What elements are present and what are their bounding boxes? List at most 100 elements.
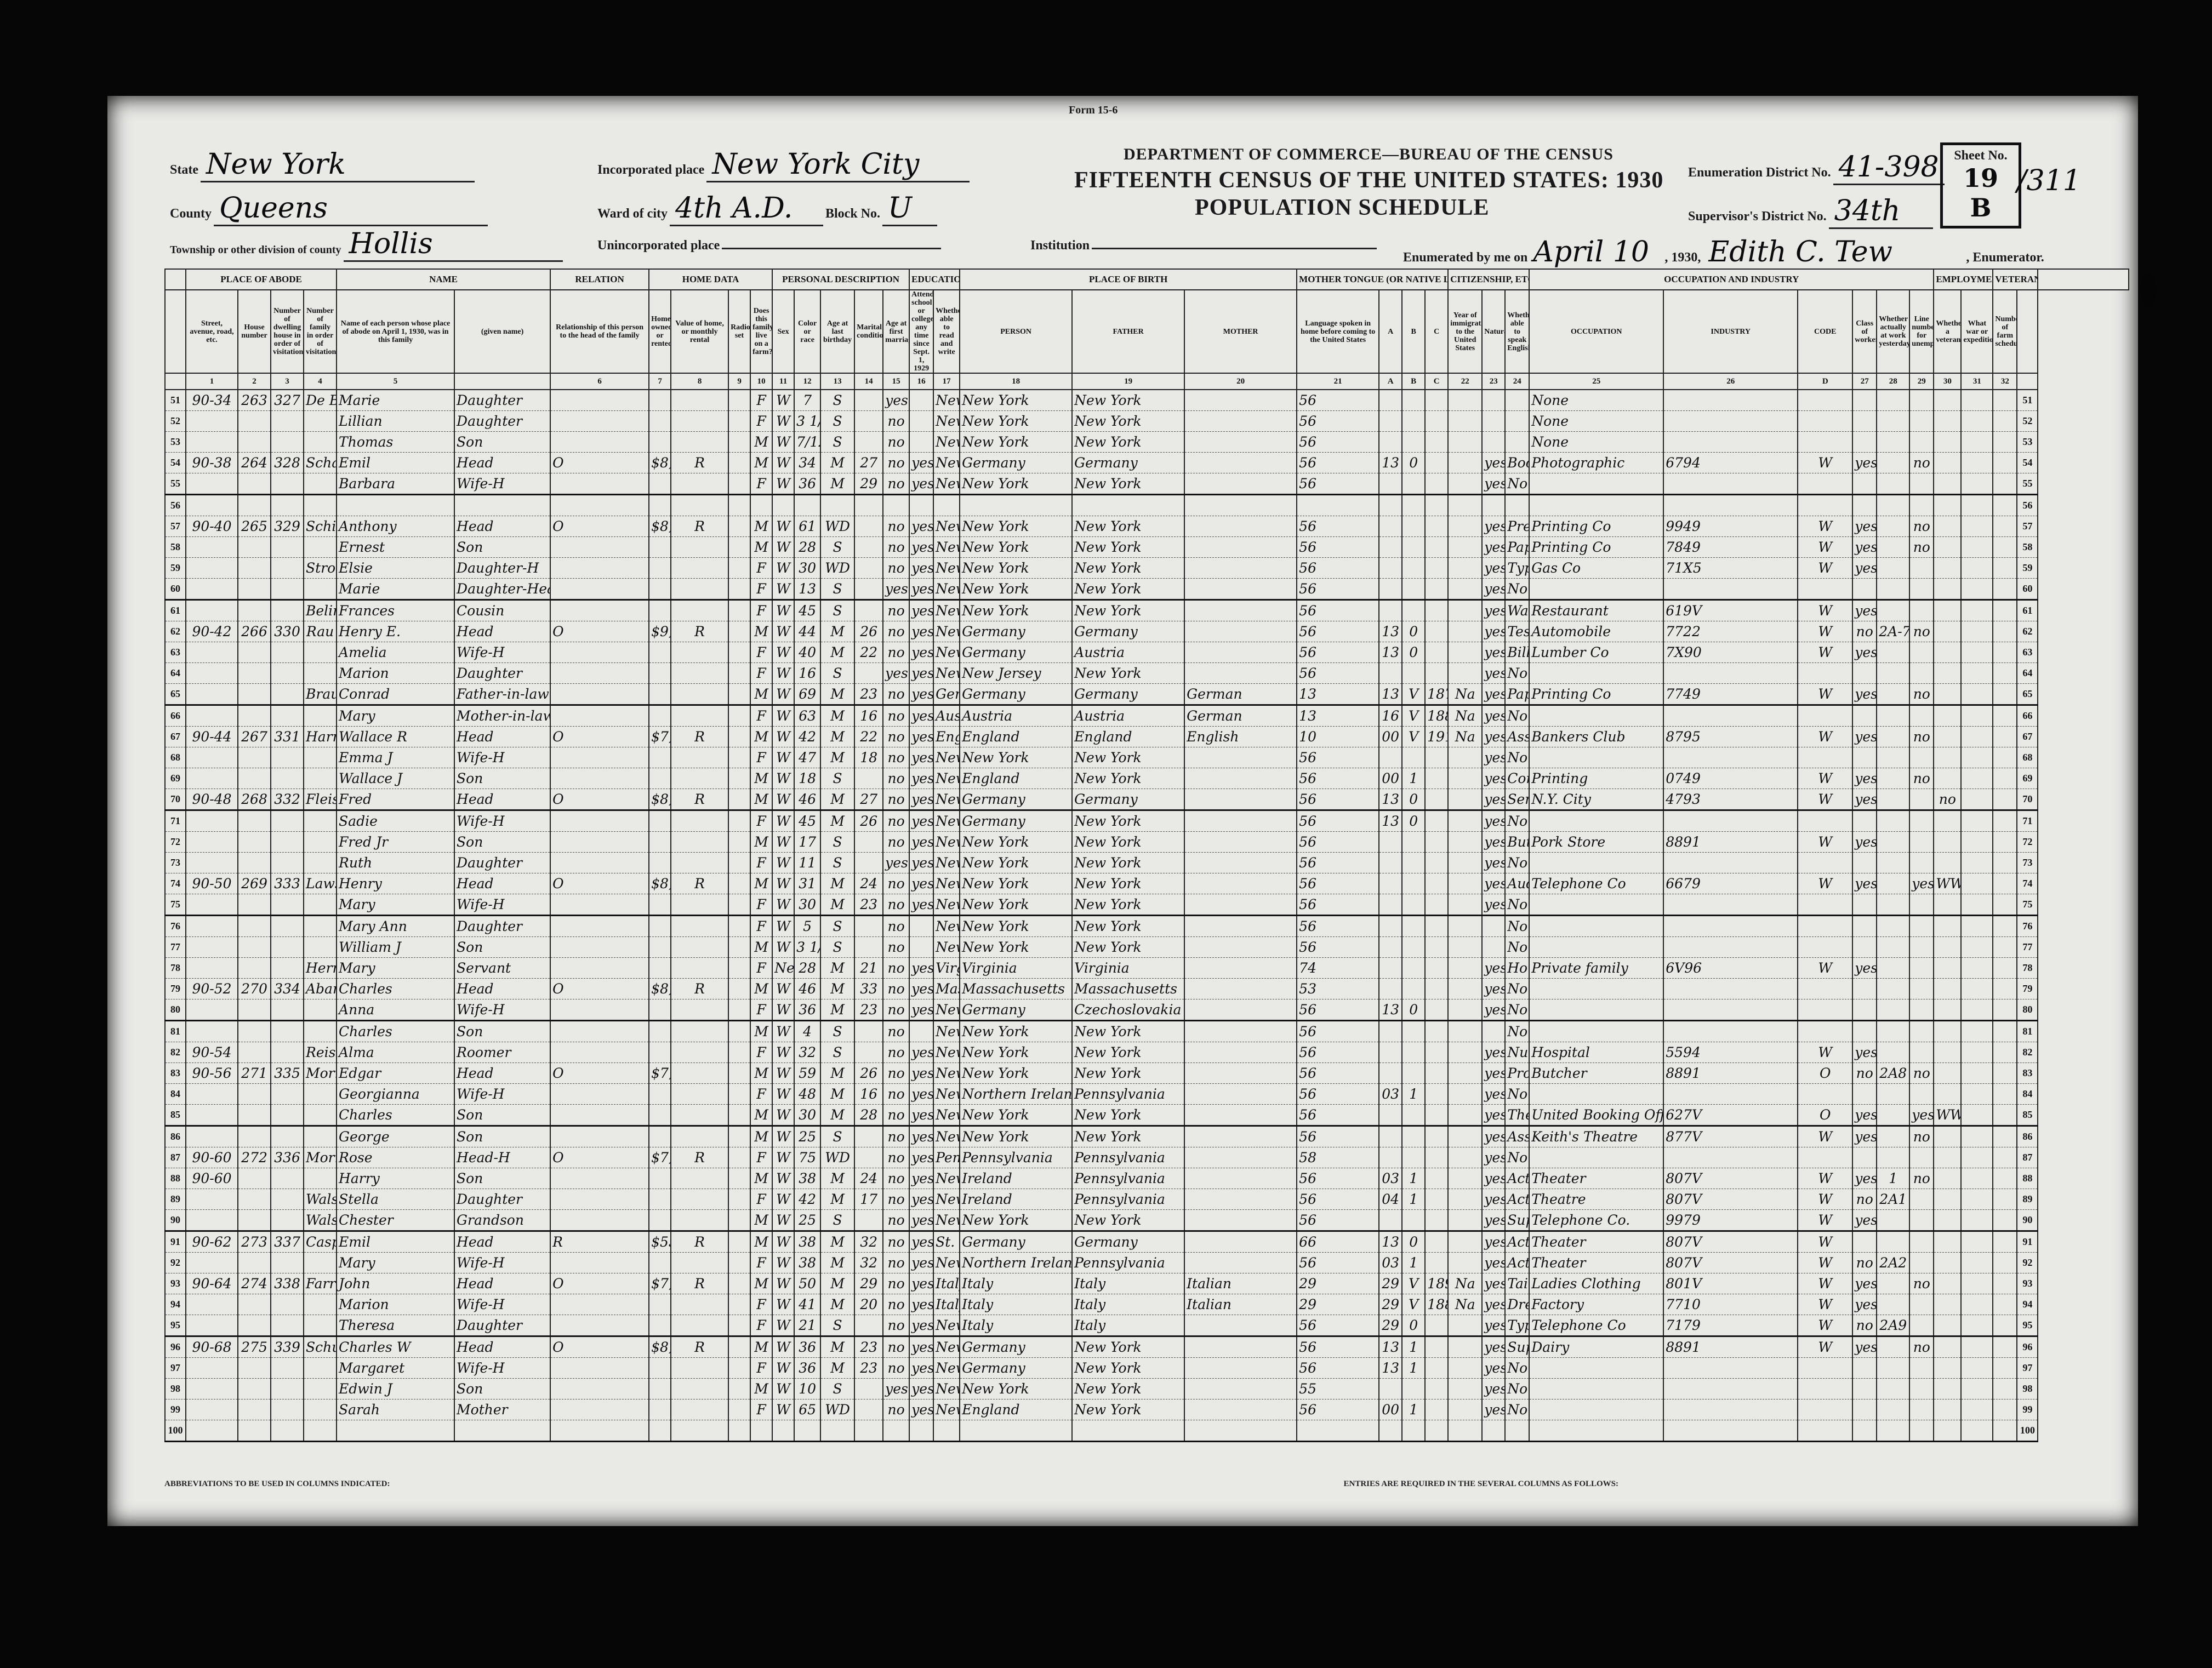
home-tenure xyxy=(648,1020,672,1042)
mother-tongue: 56 xyxy=(1296,1336,1380,1358)
occupation-code xyxy=(1797,389,1854,411)
birthplace-mother xyxy=(1184,852,1298,873)
immigration-year xyxy=(1447,1252,1483,1273)
line-number: 94 xyxy=(164,1294,186,1315)
unemployment-line xyxy=(1909,831,1935,853)
line-number-right: 56 xyxy=(2016,494,2039,516)
school-attendance: yes xyxy=(909,873,934,894)
column-header: FATHER xyxy=(1071,289,1185,374)
radio-set xyxy=(728,894,751,916)
race: 31 xyxy=(794,873,822,894)
sex: W xyxy=(772,978,795,999)
naturalization: yes xyxy=(1481,683,1506,706)
table-row: 65BraunConradFather-in-lawMW69M23noyesGe… xyxy=(164,683,2129,706)
code-a: 29 xyxy=(1378,1273,1403,1294)
radio-set xyxy=(728,516,751,537)
given-name: Son xyxy=(454,431,551,453)
war xyxy=(1960,1336,1994,1358)
age-at-marriage: no xyxy=(882,1209,910,1232)
naturalization: yes xyxy=(1481,852,1506,873)
age: M xyxy=(820,1231,856,1253)
house-number: 271 xyxy=(237,1063,271,1084)
age-at-marriage: no xyxy=(882,1042,910,1063)
family-number: Schields xyxy=(303,516,338,537)
house-number: 267 xyxy=(237,726,271,747)
code-a: 13 xyxy=(1378,452,1403,473)
farm-schedule xyxy=(1992,621,2018,642)
naturalization: yes xyxy=(1481,747,1506,768)
birthplace-father: New York xyxy=(1071,599,1185,621)
incorporated-field: Incorporated place New York City xyxy=(597,148,970,182)
column-number: 6 xyxy=(550,373,650,390)
farm-schedule xyxy=(1992,452,2018,473)
class-of-worker: yes xyxy=(1852,873,1878,894)
naturalization xyxy=(1481,1020,1506,1042)
school-attendance: yes xyxy=(909,894,934,916)
birthplace-mother xyxy=(1184,1209,1298,1232)
code-a: 00 xyxy=(1378,726,1403,747)
code-a: 29 xyxy=(1378,1315,1403,1337)
naturalization: yes xyxy=(1481,536,1506,558)
unemployment-line xyxy=(1909,494,1935,516)
age-at-marriage: no xyxy=(882,599,910,621)
age: S xyxy=(820,1126,856,1147)
marital-status: 27 xyxy=(854,789,884,811)
code-c xyxy=(1424,599,1449,621)
table-row: 9390-64274338FarrabelloJohnHeadO$7,850RM… xyxy=(164,1273,2129,1294)
occupation-code xyxy=(1797,705,1854,727)
speaks-english: None xyxy=(1504,999,1530,1021)
sex xyxy=(772,494,795,516)
war xyxy=(1960,410,1994,432)
school-attendance: yes xyxy=(909,1083,934,1105)
farm-schedule xyxy=(1992,536,2018,558)
code-b xyxy=(1401,1378,1426,1399)
table-row: 8790-60272336MorriseyRoseHead-HO$7,500RF… xyxy=(164,1147,2129,1168)
immigration-year xyxy=(1447,999,1483,1021)
code-a: 13 xyxy=(1378,999,1403,1021)
race: 44 xyxy=(794,621,822,642)
immigration-year xyxy=(1447,768,1483,789)
speaks-english: Paper Handler xyxy=(1504,536,1530,558)
column-header: Whether able to speak English xyxy=(1504,289,1530,374)
literacy: New York xyxy=(933,642,961,663)
race: 47 xyxy=(794,747,822,768)
age-at-marriage: no xyxy=(882,516,910,537)
column-number: 16 xyxy=(909,373,934,390)
column-header: INDUSTRY xyxy=(1663,289,1799,374)
column-header: Marital condition xyxy=(854,289,884,374)
mother-tongue: 56 xyxy=(1296,431,1380,453)
home-tenure xyxy=(648,1104,672,1127)
column-number: 18 xyxy=(959,373,1073,390)
code-c xyxy=(1424,494,1449,516)
birthplace-father xyxy=(1071,494,1185,516)
given-name: Daughter-Head xyxy=(454,578,551,601)
home-tenure: $9,850 xyxy=(648,621,672,642)
column-number: 20 xyxy=(1184,373,1298,390)
immigration-year xyxy=(1447,957,1483,979)
radio-set xyxy=(728,873,751,894)
code-b: 1 xyxy=(1401,1399,1426,1420)
farm: M xyxy=(750,621,773,642)
column-number: 30 xyxy=(1933,373,1962,390)
immigration-year xyxy=(1447,852,1483,873)
dwelling-number: 333 xyxy=(270,873,304,894)
age: M xyxy=(820,642,856,663)
marital-status xyxy=(854,852,884,873)
speaks-english: None xyxy=(1504,1020,1530,1042)
age: WD xyxy=(820,516,856,537)
war xyxy=(1960,1147,1994,1168)
relation xyxy=(550,1209,650,1232)
age: M xyxy=(820,999,856,1021)
dwelling-number: 328 xyxy=(270,452,304,473)
given-name: Wife-H xyxy=(454,1083,551,1105)
unemployment-line xyxy=(1909,705,1935,727)
street xyxy=(185,1020,238,1042)
family-number xyxy=(303,1420,338,1442)
sex: W xyxy=(772,1063,795,1084)
home-value xyxy=(670,599,729,621)
surname: Emil xyxy=(336,452,455,473)
surname: Mary xyxy=(336,1252,455,1273)
birthplace-father: New York xyxy=(1071,873,1185,894)
birthplace-mother xyxy=(1184,557,1298,579)
mother-tongue: 56 xyxy=(1296,452,1380,473)
